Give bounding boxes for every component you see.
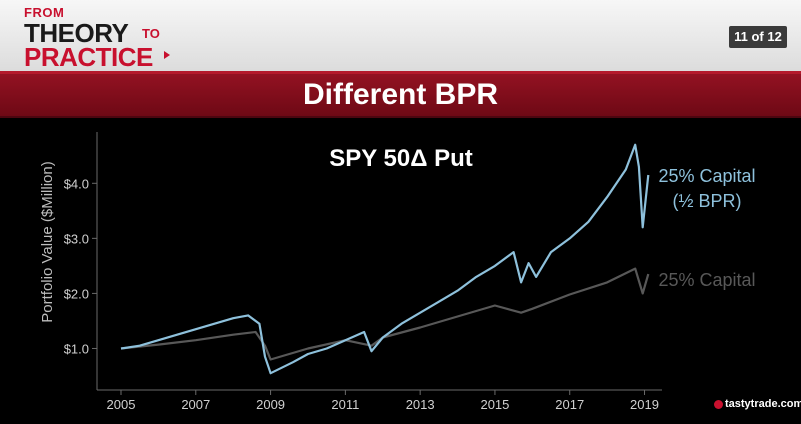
series-label-1: (½ BPR) bbox=[672, 191, 741, 211]
series-line-2 bbox=[120, 267, 650, 361]
series-lines bbox=[120, 143, 650, 375]
chart-title: SPY 50Δ Put bbox=[329, 145, 473, 172]
logo-practice: PRACTICE bbox=[24, 42, 153, 72]
series-line-1 bbox=[120, 143, 650, 375]
axes: 2005 2007 2009 2011 2013 2015 2017 2019 $1.0 $2.0… bbox=[64, 132, 662, 412]
x-tick-label: 2011 bbox=[331, 397, 359, 412]
x-tick-label: 2015 bbox=[480, 397, 509, 412]
y-tick-label: $3.0 bbox=[64, 231, 89, 246]
portfolio-value-chart: SPY 50Δ Put Portfolio Value ($Million) 2… bbox=[39, 132, 756, 412]
x-tick-label: 2009 bbox=[256, 397, 285, 412]
y-tick-label: $2.0 bbox=[64, 286, 89, 301]
series-labels: 25% Capital (½ BPR) 25% Capital bbox=[658, 166, 755, 290]
tastytrade-logo: tastytrade.com bbox=[712, 397, 801, 413]
title-banner: Different BPR bbox=[0, 71, 801, 118]
slide-header: FROM THEORY TO PRACTICE 11 of 12 bbox=[0, 0, 801, 72]
play-arrow-icon bbox=[164, 51, 170, 59]
x-tick-label: 2019 bbox=[630, 397, 659, 412]
brand-name: tastytrade.com bbox=[725, 398, 801, 410]
from-theory-to-practice-logo: FROM THEORY TO PRACTICE bbox=[20, 4, 210, 72]
series-label-2: 25% Capital bbox=[658, 270, 755, 290]
logo-from: FROM bbox=[24, 5, 65, 20]
logo-to: TO bbox=[142, 26, 160, 41]
series-label-1: 25% Capital bbox=[658, 166, 755, 186]
slide-counter: 11 of 12 bbox=[729, 26, 787, 48]
y-tick-label: $1.0 bbox=[64, 341, 89, 356]
y-tick-label: $4.0 bbox=[64, 176, 89, 191]
x-tick-label: 2017 bbox=[555, 397, 584, 412]
x-tick-label: 2005 bbox=[107, 397, 136, 412]
x-tick-label: 2013 bbox=[406, 397, 435, 412]
slide-title: Different BPR bbox=[302, 78, 498, 111]
cherry-icon bbox=[714, 400, 723, 409]
x-tick-label: 2007 bbox=[181, 397, 210, 412]
logo-theory: THEORY bbox=[24, 18, 129, 48]
y-axis-label: Portfolio Value ($Million) bbox=[39, 161, 56, 322]
